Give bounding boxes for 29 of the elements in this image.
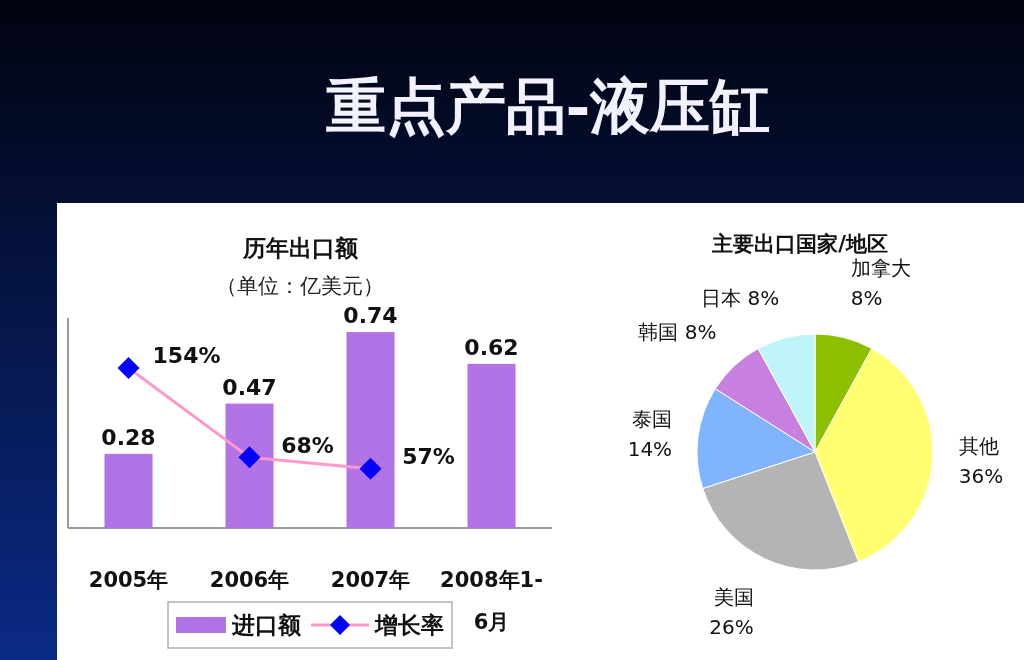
bar <box>346 332 395 528</box>
slice-label: 日本 8% <box>701 285 780 310</box>
data-label: 8% <box>850 285 883 310</box>
data-label: 154% <box>152 343 221 369</box>
x-tick-label: 2006年 <box>209 568 290 592</box>
title: 重点产品-液压缸 <box>325 71 771 141</box>
x-tick-label: 2007年 <box>330 568 411 592</box>
bar <box>104 453 153 528</box>
chart-title: 主要出口国家/地区 <box>711 232 888 256</box>
chart-subtitle: （单位：亿美元） <box>216 274 384 298</box>
data-label: 68% <box>281 432 334 458</box>
chart-title: 历年出口额 <box>241 235 359 261</box>
data-label: 0.28 <box>101 424 156 450</box>
slice-label: 泰国 <box>632 406 673 431</box>
data-label: 0.62 <box>464 334 519 360</box>
slice-label: 加拿大 <box>850 255 911 280</box>
legend-label: 进口额 <box>231 612 302 638</box>
slice-label: 韩国 8% <box>638 320 717 345</box>
bar <box>225 403 274 528</box>
data-label: 26% <box>709 615 754 640</box>
data-label: 14% <box>627 436 673 461</box>
data-label: 0.74 <box>343 303 398 329</box>
data-label: 0.47 <box>222 374 277 400</box>
x-tick-label: 2005年 <box>88 568 169 592</box>
data-label: 57% <box>402 444 455 470</box>
data-label: 36% <box>958 464 1004 489</box>
bar <box>467 363 516 528</box>
slice-label: 其他 <box>958 434 999 459</box>
slice-label: 美国 <box>713 585 754 610</box>
